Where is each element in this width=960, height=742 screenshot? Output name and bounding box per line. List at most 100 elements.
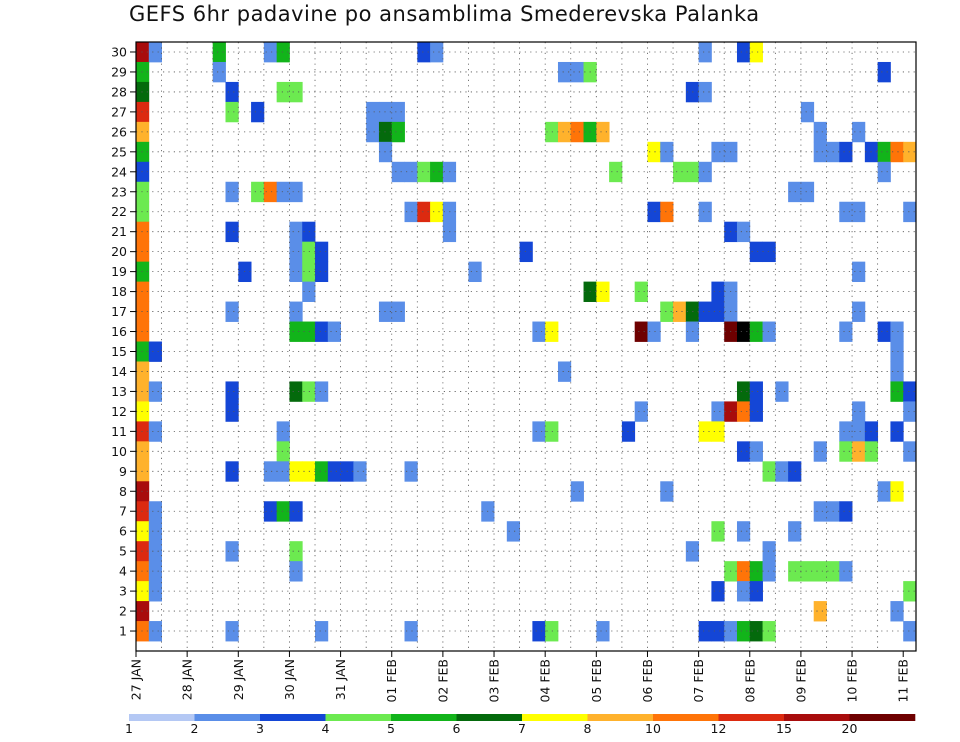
heatmap-cell (673, 301, 687, 322)
heatmap-cell (736, 561, 751, 582)
heatmap-cell (813, 441, 827, 462)
heatmap-cell (289, 561, 303, 582)
heatmap-cell (545, 321, 559, 342)
heatmap-cell (711, 141, 725, 163)
legend-swatch (391, 714, 457, 721)
y-tick-label: 4 (119, 564, 127, 579)
heatmap-cell (647, 321, 661, 342)
heatmap-cell (762, 321, 776, 342)
heatmap-cell (788, 461, 802, 482)
heatmap-cell (148, 501, 162, 522)
heatmap-cell (711, 581, 725, 602)
heatmap-cell (749, 321, 763, 342)
heatmap-cell (532, 621, 546, 642)
heatmap-cell (289, 241, 303, 263)
heatmap-cell (903, 381, 917, 402)
legend-swatch (587, 714, 654, 721)
legend-swatch (325, 714, 392, 721)
heatmap-cell (557, 121, 572, 143)
heatmap-cell (276, 501, 290, 522)
y-tick-label: 9 (119, 464, 127, 479)
heatmap-cell (711, 621, 725, 642)
heatmap-cell (839, 561, 853, 582)
heatmap-cell (430, 42, 444, 63)
heatmap-cell (315, 261, 329, 283)
y-tick-label: 24 (111, 164, 127, 179)
x-tick-label: 07 FEB (691, 659, 706, 703)
heatmap-cell (391, 121, 405, 143)
x-tick-label: 04 FEB (538, 659, 553, 703)
heatmap-cell (813, 141, 827, 163)
heatmap-cell (506, 521, 521, 542)
heatmap-cell (315, 621, 329, 642)
heatmap-cell (698, 621, 712, 642)
heatmap-cell (263, 42, 278, 63)
y-tick-label: 22 (111, 204, 127, 219)
heatmap-cell (852, 401, 866, 422)
y-tick-label: 14 (111, 364, 127, 379)
heatmap-cell (289, 81, 303, 103)
heatmap-cell (890, 481, 904, 502)
heatmap-cell (148, 561, 162, 582)
legend-label: 7 (518, 721, 526, 736)
heatmap-cell (736, 221, 751, 243)
y-tick-label: 2 (119, 604, 127, 619)
legend-swatch (129, 714, 195, 721)
heatmap-cell (877, 61, 891, 83)
heatmap-cell (609, 161, 623, 183)
legend-label: 4 (322, 721, 330, 736)
heatmap-cell (289, 541, 303, 562)
heatmap-cell (353, 461, 367, 482)
heatmap-cell (404, 621, 418, 642)
heatmap-cell (903, 621, 917, 642)
x-tick-label: 27 JAN (129, 659, 144, 700)
heatmap-cell (762, 541, 776, 562)
heatmap-cell (813, 121, 827, 143)
heatmap-cell (839, 441, 853, 462)
heatmap-cell (839, 201, 853, 223)
heatmap-cell (736, 381, 751, 402)
x-tick-label: 30 JAN (282, 659, 297, 700)
heatmap-cell (225, 221, 239, 243)
heatmap-cell (289, 381, 303, 402)
heatmap-cell (852, 201, 866, 223)
heatmap-cell (762, 461, 776, 482)
heatmap-cell (877, 481, 891, 502)
heatmap-cell (736, 521, 751, 542)
heatmap-cell (225, 381, 239, 402)
heatmap-cell (736, 441, 751, 462)
heatmap-cell (276, 42, 290, 63)
y-tick-label: 11 (111, 424, 127, 439)
heatmap-cell (327, 461, 341, 482)
heatmap-cell (596, 281, 610, 302)
x-tick-label: 10 FEB (845, 659, 860, 703)
heatmap-cell (263, 461, 278, 482)
heatmap-cell (545, 121, 559, 143)
heatmap-cell (660, 141, 674, 163)
y-tick-label: 17 (111, 304, 127, 319)
heatmap-cell (698, 301, 712, 322)
heatmap-cell (634, 401, 648, 422)
legend-swatch (653, 714, 719, 721)
heatmap-cell (890, 381, 904, 402)
legend-swatch (456, 714, 523, 721)
heatmap-cell (289, 321, 303, 342)
y-tick-label: 20 (111, 244, 127, 259)
heatmap-cell (276, 441, 290, 462)
legend-label: 3 (256, 721, 264, 736)
heatmap-cell (570, 481, 584, 502)
heatmap-cell (225, 101, 239, 123)
y-tick-label: 5 (119, 544, 127, 559)
heatmap-cell (800, 561, 815, 582)
heatmap-cell (852, 301, 866, 322)
heatmap-cell (148, 42, 162, 63)
heatmap-cell (698, 201, 712, 223)
heatmap-cell (148, 541, 162, 562)
y-tick-label: 23 (111, 184, 127, 199)
heatmap-cell (148, 621, 162, 642)
heatmap-cell (890, 321, 904, 342)
heatmap-cell (225, 81, 239, 103)
x-tick-label: 31 JAN (333, 659, 348, 700)
heatmap-cell (749, 561, 763, 582)
